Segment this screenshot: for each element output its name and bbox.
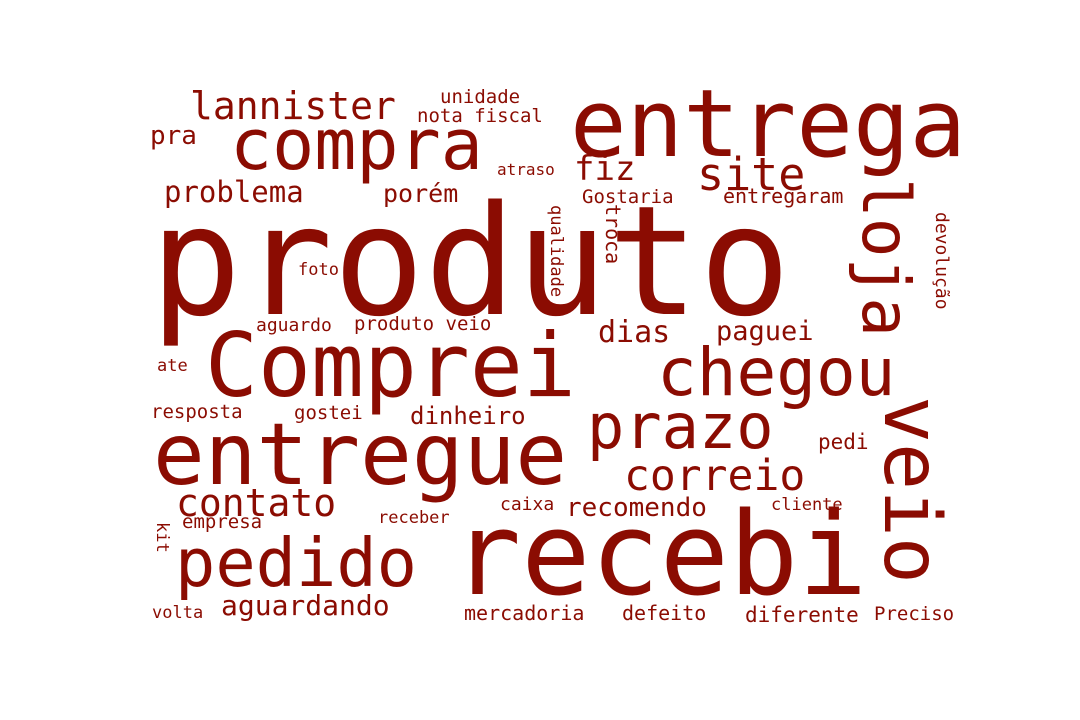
word-mercadoria: mercadoria xyxy=(464,601,585,625)
word-defeito: defeito xyxy=(622,601,707,625)
word-resposta: resposta xyxy=(151,401,243,423)
word-contato: contato xyxy=(176,481,337,525)
word-porem: porém xyxy=(383,179,459,208)
word-pedido: pedido xyxy=(175,524,418,602)
word-pedi: pedi xyxy=(818,430,869,454)
word-recomendo: recomendo xyxy=(566,493,707,523)
word-empresa: empresa xyxy=(182,511,263,533)
word-kit: kit xyxy=(152,522,172,553)
word-veio: veio xyxy=(866,396,956,584)
word-dias: dias xyxy=(598,315,671,350)
word-produto: produto xyxy=(150,173,791,350)
word-qualidade: qualidade xyxy=(546,205,566,298)
word-troca: troca xyxy=(601,204,625,265)
word-gostei: gostei xyxy=(294,402,363,424)
word-correio: correio xyxy=(624,451,806,501)
word-receber: receber xyxy=(378,508,450,528)
word-devolucao: devolução xyxy=(931,212,952,310)
word-aguardando: aguardando xyxy=(221,589,390,622)
word-foto: foto xyxy=(298,260,339,280)
word-aguardo: aguardo xyxy=(256,315,332,336)
word-diferente: diferente xyxy=(745,603,859,627)
word-gostaria: Gostaria xyxy=(582,186,674,208)
word-dinheiro: dinheiro xyxy=(410,402,526,430)
word-chegou: chegou xyxy=(657,334,896,411)
word-lannister: lannister xyxy=(190,84,396,128)
word-atraso: atraso xyxy=(497,160,555,179)
word-compra: compra xyxy=(230,104,483,186)
word-cliente: cliente xyxy=(771,495,843,515)
word-loja: loja xyxy=(847,178,924,337)
word-fiz: fiz xyxy=(574,149,636,189)
word-caixa: caixa xyxy=(500,494,555,515)
word-entregue: entregue xyxy=(153,405,568,505)
word-comprei: Comprei xyxy=(205,314,576,417)
word-pra: pra xyxy=(150,121,197,151)
word-prazo: prazo xyxy=(587,390,774,463)
word-entregaram: entregaram xyxy=(723,184,844,208)
word-problema: problema xyxy=(164,175,304,209)
word-paguei: paguei xyxy=(716,316,814,347)
word-unidade: unidade xyxy=(440,86,521,108)
word-preciso: Preciso xyxy=(874,603,955,625)
word-site: site xyxy=(697,148,806,201)
word-volta: volta xyxy=(152,603,204,623)
word-produto-veio: produto veio xyxy=(354,313,492,335)
word-recebi: recebi xyxy=(452,488,868,622)
word-entrega: entrega xyxy=(570,70,967,179)
word-ate: ate xyxy=(157,356,188,376)
word-nota-fiscal: nota fiscal xyxy=(417,105,543,127)
